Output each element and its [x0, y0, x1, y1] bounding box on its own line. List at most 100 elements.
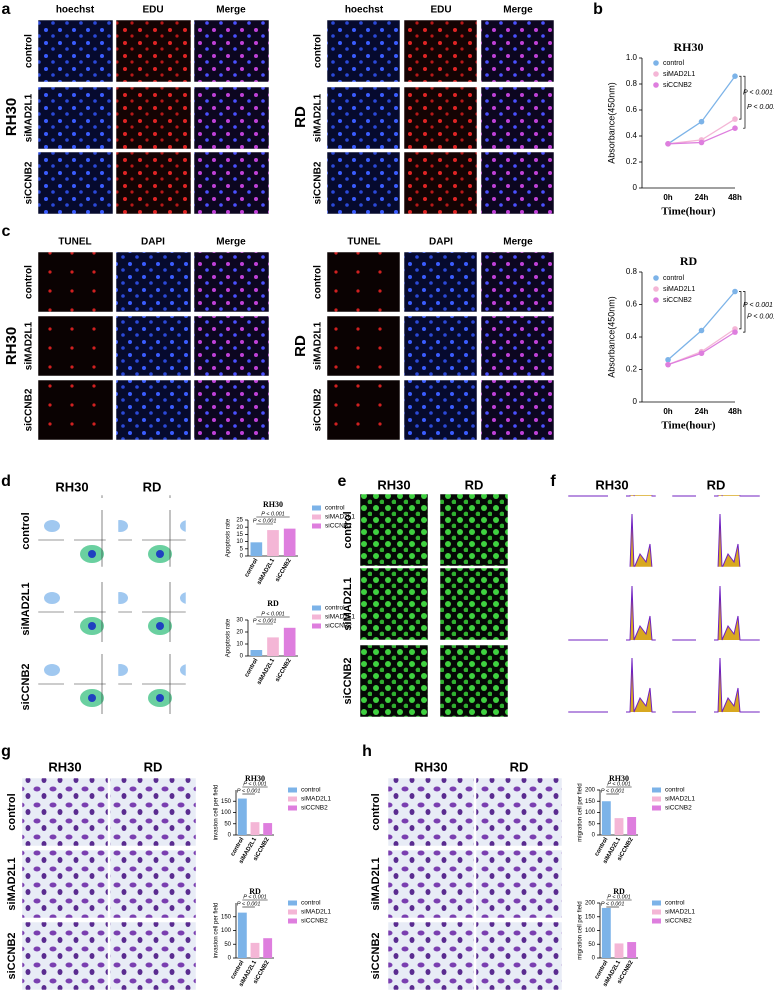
legend-label: siCCNB2 — [325, 623, 352, 630]
x-tick-label: control — [244, 558, 260, 579]
legend-swatch — [312, 505, 321, 511]
y-axis-label: migration cell per field — [578, 783, 584, 841]
x-tick-label: siCCNB2 — [275, 657, 293, 683]
data-point — [665, 141, 671, 147]
chart-title: RH30 — [263, 500, 283, 509]
row-label: control — [24, 34, 35, 68]
y-axis-label: Absorbance(450nm) — [606, 296, 616, 378]
legend-swatch — [288, 796, 297, 802]
micrograph — [387, 777, 475, 847]
annotation: P < 0.001 — [243, 894, 267, 900]
micrograph — [115, 315, 192, 377]
y-tick-label: 0.2 — [626, 365, 638, 374]
micrograph — [37, 494, 107, 568]
x-tick-label: 0h — [663, 193, 672, 202]
y-tick-label: 100 — [221, 810, 232, 816]
legend-swatch — [652, 796, 661, 802]
bar — [267, 637, 279, 656]
row-label: siMAD2L1 — [342, 577, 354, 630]
y-tick-label: 0.8 — [626, 267, 638, 276]
data-point — [665, 356, 671, 363]
micrograph — [403, 379, 478, 441]
micrograph — [21, 777, 109, 847]
x-tick-label: 24h — [695, 407, 709, 416]
micrograph — [480, 315, 555, 377]
annotation: P < 0.001 — [253, 618, 277, 624]
bar — [263, 938, 273, 958]
x-tick-label: siMAD2L1 — [256, 557, 276, 586]
column-header: RD — [144, 759, 163, 774]
x-tick-label: 0h — [663, 407, 672, 416]
legend-swatch — [288, 909, 297, 915]
annotation: P < 0.001 — [743, 89, 773, 96]
micrograph — [359, 644, 429, 718]
row-label: siCCNB2 — [24, 161, 35, 204]
row-label: siMAD2L1 — [6, 857, 18, 910]
micrograph — [475, 849, 563, 919]
micrograph — [326, 379, 401, 441]
micrograph — [115, 379, 192, 441]
column-header: DAPI — [429, 237, 453, 248]
micrograph — [326, 251, 401, 313]
micrograph — [115, 251, 192, 313]
column-header: Merge — [216, 237, 246, 248]
row-label: siMAD2L1 — [24, 93, 35, 142]
row-label: control — [6, 793, 18, 830]
legend-swatch — [652, 787, 661, 793]
row-label: siCCNB2 — [24, 388, 35, 431]
y-axis-label: Apoptosis rate — [226, 518, 232, 557]
y-tick-label: 0.8 — [626, 79, 638, 88]
micrograph — [117, 494, 187, 568]
annotation: P < 0.001 — [253, 518, 277, 524]
legend-label: siMAD2L1 — [301, 909, 331, 916]
row-label: control — [370, 793, 382, 830]
legend-swatch — [288, 918, 297, 924]
micrograph — [37, 315, 114, 377]
data-point — [665, 361, 671, 368]
annotation: P < 0.001 — [237, 901, 261, 907]
data-point — [698, 139, 705, 146]
legend-marker — [653, 60, 659, 66]
y-tick-label: 0.6 — [626, 105, 638, 114]
legend-swatch — [652, 918, 661, 924]
legend-swatch — [652, 900, 661, 906]
micrograph — [567, 574, 657, 648]
y-tick-label: 0 — [592, 956, 596, 962]
y-tick-label: 20 — [236, 525, 243, 531]
column-header: RH30 — [377, 477, 410, 492]
column-header: hoechst — [345, 5, 384, 16]
row-label: siMAD2L1 — [20, 582, 32, 635]
x-tick-label: 48h — [728, 407, 742, 416]
y-tick-label: 0 — [592, 833, 596, 839]
cell-line-label: RH30 — [3, 98, 20, 136]
bar — [283, 528, 296, 556]
x-tick-label: 24h — [695, 193, 709, 202]
y-tick-label: 0.6 — [626, 300, 638, 309]
micrograph — [109, 849, 197, 919]
micrograph — [193, 19, 270, 83]
micrograph — [326, 19, 401, 83]
column-header: EDU — [430, 5, 451, 16]
bar — [250, 942, 260, 958]
chart-title: RH30 — [245, 774, 265, 783]
y-tick-label: 150 — [585, 799, 596, 805]
y-tick-label: 0.4 — [626, 131, 638, 140]
y-tick-label: 0.2 — [626, 157, 638, 166]
column-header: RH30 — [55, 479, 88, 494]
legend-marker — [653, 82, 659, 88]
y-tick-label: 1.0 — [626, 53, 638, 62]
y-tick-label: 50 — [224, 821, 231, 827]
legend-label: siMAD2L1 — [663, 71, 695, 78]
row-label: siCCNB2 — [20, 663, 32, 710]
series-line — [667, 331, 736, 366]
y-tick-label: 0 — [228, 833, 232, 839]
x-axis-label: Time(hour) — [661, 420, 716, 432]
column-header: Merge — [503, 237, 533, 248]
chart-title: RD — [267, 599, 279, 608]
micrograph — [37, 379, 114, 441]
bar — [237, 912, 247, 958]
y-tick-label: 15 — [236, 532, 243, 538]
bar — [601, 801, 611, 835]
micrograph — [439, 567, 509, 641]
